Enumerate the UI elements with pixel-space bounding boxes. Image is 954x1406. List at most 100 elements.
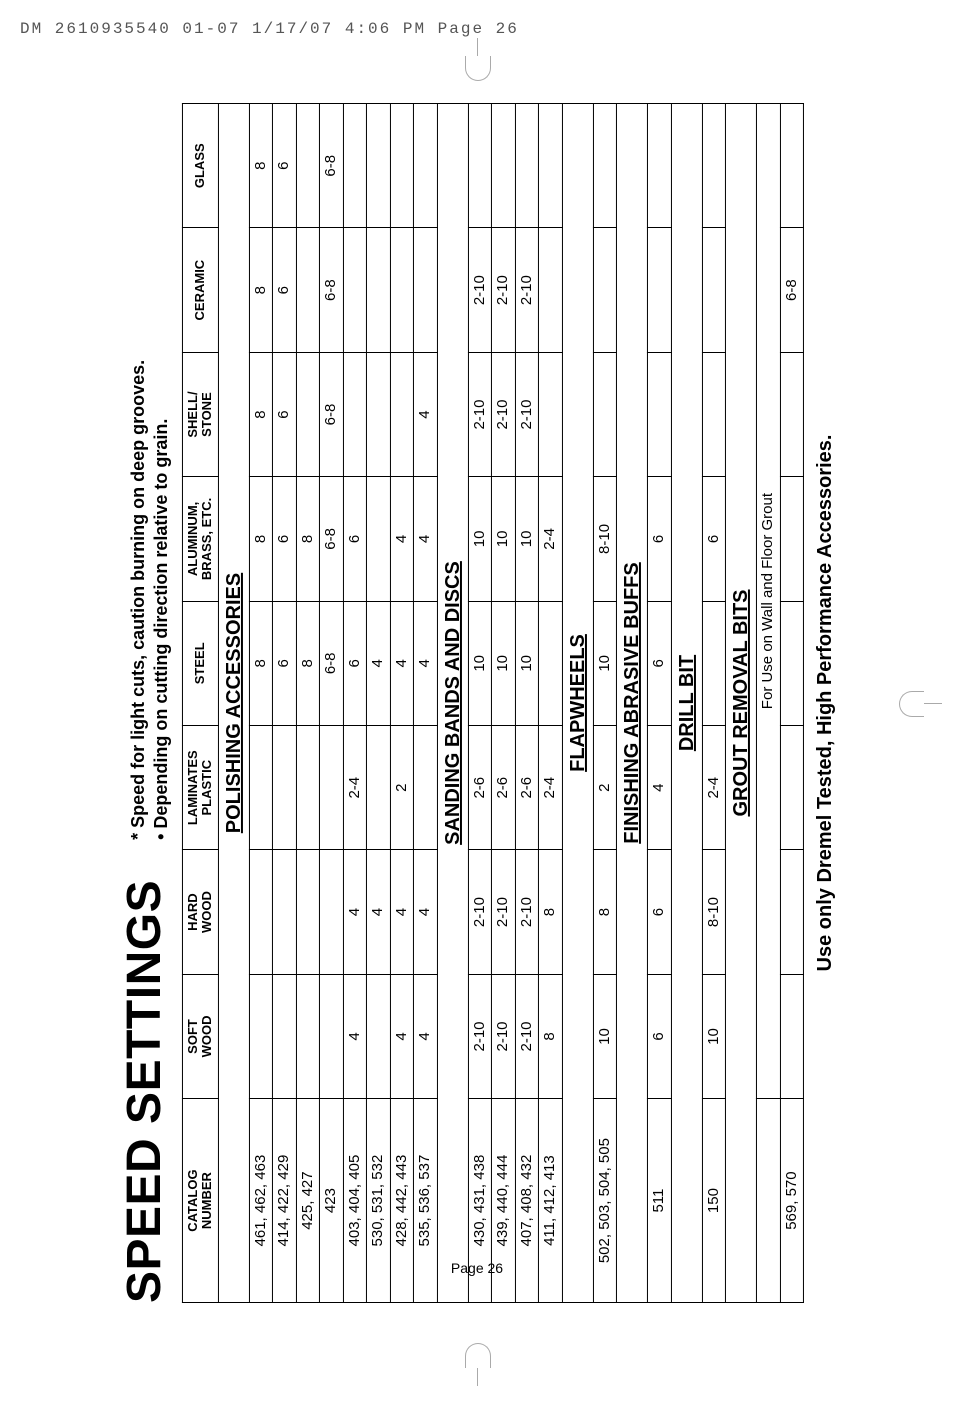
cell-steel <box>702 601 726 725</box>
table-row: 403, 404, 405442-466 <box>343 104 367 1303</box>
cell-ceramic <box>414 228 438 352</box>
table-row: 4236-86-86-86-86-8 <box>320 104 344 1303</box>
cell-ceramic: 2-10 <box>468 228 492 352</box>
cell-alum <box>780 477 804 601</box>
cell-glass <box>343 104 367 228</box>
table-row: 414, 422, 42966666 <box>273 104 297 1303</box>
cell-shell <box>539 352 563 476</box>
cell-ceramic: 2-10 <box>492 228 516 352</box>
section-header-row: FINISHING ABRASIVE BUFFS <box>617 104 648 1303</box>
cell-lam: 2-4 <box>702 726 726 850</box>
cell-alum: 10 <box>515 477 539 601</box>
cell-steel: 6 <box>273 601 297 725</box>
col-glass: GLASS <box>182 104 218 228</box>
table-row: For Use on Wall and Floor Grout <box>757 104 781 1303</box>
cell-alum: 6 <box>648 477 672 601</box>
cell-alum: 4 <box>390 477 414 601</box>
cell-hard: 4 <box>390 850 414 974</box>
cell-ceramic <box>367 228 391 352</box>
cell-hard: 8-10 <box>702 850 726 974</box>
cell-steel: 10 <box>492 601 516 725</box>
cell-shell: 8 <box>249 352 273 476</box>
table-row: 407, 408, 4322-102-102-610102-102-10 <box>515 104 539 1303</box>
cell-alum <box>367 477 391 601</box>
cell-soft: 10 <box>593 974 617 1098</box>
cell-shell: 6-8 <box>320 352 344 476</box>
cell-shell: 2-10 <box>492 352 516 476</box>
cell-lam: 4 <box>648 726 672 850</box>
cell-hard: 6 <box>648 850 672 974</box>
cell-lam: 2-4 <box>539 726 563 850</box>
cell-soft <box>296 974 320 1098</box>
cell-steel: 4 <box>367 601 391 725</box>
cell-glass <box>390 104 414 228</box>
cell-soft: 2-10 <box>468 974 492 1098</box>
cell-shell: 4 <box>414 352 438 476</box>
cell-steel: 10 <box>515 601 539 725</box>
cell-soft: 4 <box>343 974 367 1098</box>
cell-soft: 4 <box>414 974 438 1098</box>
cell-glass <box>780 104 804 228</box>
section-title: SANDING BANDS AND DISCS <box>437 104 468 1303</box>
table-row: 411, 412, 413882-42-4 <box>539 104 563 1303</box>
cell-hard <box>320 850 344 974</box>
cell-glass: 6 <box>273 104 297 228</box>
cell-shell: 6 <box>273 352 297 476</box>
cell-note: For Use on Wall and Floor Grout <box>757 104 781 1099</box>
cell-ceramic <box>390 228 414 352</box>
table-row: 425, 42788 <box>296 104 320 1303</box>
cell-ceramic: 6-8 <box>780 228 804 352</box>
cell-alum: 6 <box>343 477 367 601</box>
subtitle-line-2: • Depending on cutting direction relativ… <box>149 360 172 840</box>
cell-hard: 2-10 <box>468 850 492 974</box>
cell-steel: 10 <box>593 601 617 725</box>
cell-hard <box>273 850 297 974</box>
cell-glass <box>468 104 492 228</box>
cell-ceramic <box>648 228 672 352</box>
cell-soft: 8 <box>539 974 563 1098</box>
page-number: Page 26 <box>0 1260 954 1276</box>
col-laminates: LAMINATES PLASTIC <box>182 726 218 850</box>
cell-steel <box>539 601 563 725</box>
cell-lam <box>367 726 391 850</box>
cell-soft <box>780 974 804 1098</box>
cell-lam: 2-6 <box>515 726 539 850</box>
header-text: DM 2610935540 01-07 1/17/07 4:06 PM Page… <box>20 20 519 38</box>
cell-glass: 6-8 <box>320 104 344 228</box>
cell-alum: 2-4 <box>539 477 563 601</box>
cell-alum: 10 <box>468 477 492 601</box>
cell-shell <box>296 352 320 476</box>
section-title: DRILL BIT <box>671 104 702 1303</box>
cell-alum: 10 <box>492 477 516 601</box>
cell-soft: 6 <box>648 974 672 1098</box>
table-row: 51166466 <box>648 104 672 1303</box>
speed-settings-table: CATALOG NUMBER SOFT WOOD HARD WOOD LAMIN… <box>182 103 804 1303</box>
section-header-row: POLISHING ACCESSORIES <box>218 104 249 1303</box>
cell-glass <box>515 104 539 228</box>
cell-ceramic <box>296 228 320 352</box>
crop-mark-bottom <box>457 1346 497 1386</box>
cell-soft <box>320 974 344 1098</box>
page-subtitle: * Speed for light cuts, caution burning … <box>127 360 172 840</box>
cell-ceramic <box>593 228 617 352</box>
cell-ceramic <box>702 228 726 352</box>
cell-soft <box>367 974 391 1098</box>
cell-shell <box>343 352 367 476</box>
col-ceramic: CERAMIC <box>182 228 218 352</box>
cell-ceramic <box>539 228 563 352</box>
cell-shell: 2-10 <box>515 352 539 476</box>
cell-ceramic: 6 <box>273 228 297 352</box>
cell-alum: 6 <box>273 477 297 601</box>
cell-shell <box>390 352 414 476</box>
cell-shell: 2-10 <box>468 352 492 476</box>
cell-ceramic: 6-8 <box>320 228 344 352</box>
cell-hard: 4 <box>414 850 438 974</box>
table-row: 428, 442, 44344244 <box>390 104 414 1303</box>
cell-lam <box>414 726 438 850</box>
cell-shell <box>593 352 617 476</box>
section-title: GROUT REMOVAL BITS <box>726 104 757 1303</box>
cell-alum: 6 <box>702 477 726 601</box>
cell-ceramic: 8 <box>249 228 273 352</box>
cell-soft <box>273 974 297 1098</box>
cell-alum: 4 <box>414 477 438 601</box>
